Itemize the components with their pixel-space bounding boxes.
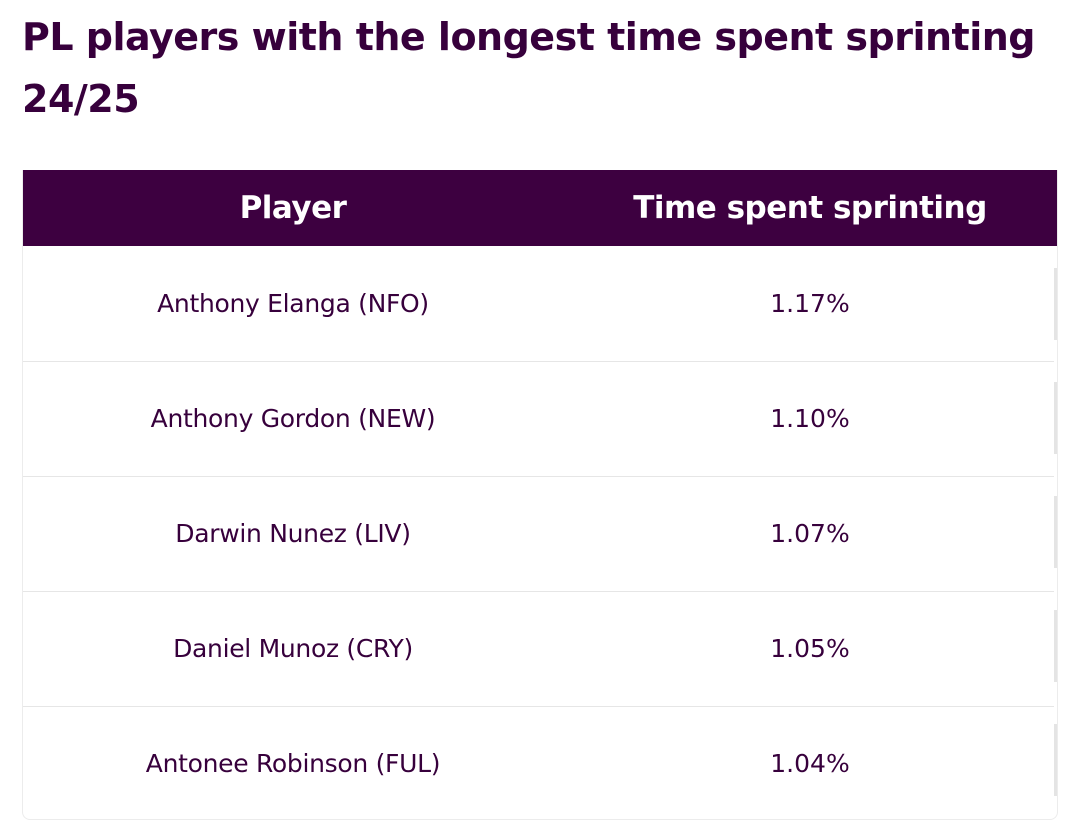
column-header-player: Player xyxy=(239,190,347,226)
sprint-time-cell: 1.04% xyxy=(770,749,850,779)
sprint-time-cell: 1.07% xyxy=(770,519,850,548)
page-title: PL players with the longest time spent s… xyxy=(22,15,1036,121)
sprint-table-container: Player Time spent sprinting Anthony Elan… xyxy=(22,170,1058,820)
sprint-table: Player Time spent sprinting Anthony Elan… xyxy=(23,170,1057,819)
player-name-cell: Anthony Gordon (NEW) xyxy=(150,404,436,433)
table-row: Anthony Elanga (NFO) 1.17% xyxy=(23,246,1057,361)
table-row: Antonee Robinson (FUL) 1.04% xyxy=(23,706,1057,819)
table-scroll-edge[interactable] xyxy=(1054,268,1057,808)
sprint-time-cell: 1.17% xyxy=(770,288,850,318)
player-name-cell: Darwin Nunez (LIV) xyxy=(175,519,411,548)
sprint-time-cell: 1.10% xyxy=(770,404,850,433)
table-header-row: Player Time spent sprinting xyxy=(23,170,1057,246)
sprint-time-cell: 1.05% xyxy=(770,634,850,663)
column-header-time-spent-sprinting: Time spent sprinting xyxy=(633,190,987,226)
player-name-cell: Daniel Munoz (CRY) xyxy=(173,634,413,663)
table-row: Darwin Nunez (LIV) 1.07% xyxy=(23,476,1057,591)
table-row: Daniel Munoz (CRY) 1.05% xyxy=(23,591,1057,706)
player-name-cell: Antonee Robinson (FUL) xyxy=(145,749,441,779)
player-name-cell: Anthony Elanga (NFO) xyxy=(157,288,429,318)
table-row: Anthony Gordon (NEW) 1.10% xyxy=(23,361,1057,476)
